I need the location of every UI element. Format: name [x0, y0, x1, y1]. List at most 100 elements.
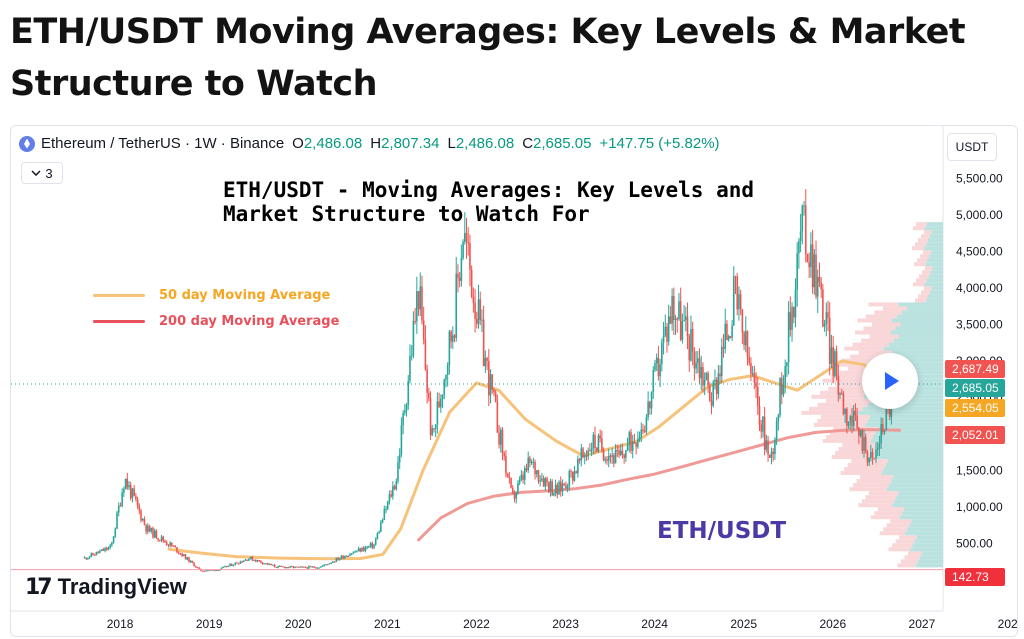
- volume-profile-bar-up: [926, 242, 943, 247]
- candle-body: [227, 565, 230, 567]
- candle-body: [321, 565, 324, 567]
- candle-body: [357, 548, 360, 552]
- candle-body: [744, 331, 747, 346]
- candle-body: [390, 494, 392, 497]
- volume-profile-bar-up: [928, 274, 943, 279]
- volume-profile-bar-down: [870, 515, 900, 520]
- candle-body: [479, 299, 482, 320]
- volume-profile-bar-down: [844, 467, 884, 472]
- candle-body: [513, 492, 516, 499]
- candle-body: [309, 566, 312, 568]
- volume-profile-bar-down: [916, 222, 927, 227]
- candle-body: [104, 548, 106, 551]
- candle-body: [811, 244, 814, 288]
- candle-body: [87, 557, 89, 560]
- candle-body: [828, 317, 831, 364]
- candle-body: [242, 560, 245, 563]
- candle-body: [159, 539, 161, 541]
- overlay-title-line-1: ETH/USDT - Moving Averages: Key Levels a…: [223, 178, 755, 202]
- currency-selector[interactable]: USDT: [947, 133, 997, 161]
- candle-body: [870, 452, 872, 458]
- candle-body: [736, 276, 739, 310]
- chevron-down-icon: [31, 170, 41, 176]
- volume-profile-bar-down: [861, 499, 895, 504]
- candle-body: [261, 562, 264, 564]
- candle-body: [640, 429, 643, 438]
- candle-body: [645, 416, 648, 432]
- candle-body: [410, 355, 413, 357]
- candle-body: [782, 384, 785, 395]
- volume-profile-bar-up: [928, 294, 943, 299]
- candle-body: [364, 547, 367, 551]
- volume-profile-bar-up: [931, 286, 943, 291]
- candle-body: [419, 286, 422, 310]
- indicators-toggle-button[interactable]: 3: [21, 162, 63, 184]
- candle-body: [275, 566, 278, 568]
- volume-profile-bar-up: [898, 302, 943, 307]
- candle-body: [412, 321, 415, 356]
- candle-body: [244, 559, 247, 561]
- candle-body: [296, 566, 298, 568]
- time-tick-label: 2027: [909, 617, 936, 631]
- close-value: 2,685.05: [533, 135, 592, 152]
- candle-body: [345, 556, 348, 558]
- volume-profile-bar-down: [856, 479, 892, 484]
- candle-body: [487, 360, 490, 396]
- time-tick-label: 2028: [998, 617, 1017, 631]
- candle-body: [374, 539, 377, 545]
- candle-body: [198, 567, 201, 569]
- candle-body: [633, 441, 636, 444]
- candle-body: [278, 565, 281, 567]
- high-label: H: [370, 135, 382, 152]
- candle-body: [215, 570, 218, 572]
- volume-profile-bar-up: [916, 535, 943, 540]
- volume-profile-bar-down: [921, 290, 930, 295]
- candle-body: [362, 547, 365, 551]
- volume-profile-bar-down: [901, 559, 918, 564]
- candle-body: [196, 567, 199, 569]
- volume-profile-bar-down: [822, 378, 871, 383]
- play-button[interactable]: [862, 353, 918, 409]
- candle-body: [251, 556, 254, 561]
- time-tick-label: 2021: [374, 617, 401, 631]
- candle-body: [414, 321, 416, 323]
- symbol-header[interactable]: Ethereum / TetherUS · 1W · Binance O 2,48…: [19, 135, 720, 152]
- candle-body: [136, 498, 139, 506]
- candle-body: [229, 563, 231, 566]
- volume-profile-bar-down: [877, 507, 904, 512]
- volume-profile-bar-up: [910, 547, 943, 552]
- candle-body: [683, 319, 685, 322]
- candle-body: [756, 387, 759, 406]
- candle-body: [522, 474, 524, 480]
- volume-profile-bar-up: [906, 306, 943, 311]
- volume-profile-bar-down: [908, 551, 923, 556]
- candle-body: [112, 536, 115, 543]
- candle-body: [575, 471, 577, 474]
- tradingview-logo[interactable]: 17 TradingView: [25, 574, 187, 600]
- volume-profile-bar-up: [907, 527, 943, 532]
- volume-profile-bar-up: [872, 434, 943, 439]
- candle-body: [333, 561, 336, 563]
- candle-body: [585, 455, 588, 457]
- volume-profile-bar-down: [883, 527, 908, 532]
- candle-body: [314, 567, 317, 569]
- candle-body: [503, 453, 506, 457]
- volume-profile-bar-up: [893, 338, 943, 343]
- candle-body: [712, 382, 715, 406]
- candle-body: [188, 557, 190, 562]
- volume-profile-bar-up: [877, 426, 943, 431]
- candle-body: [858, 427, 860, 436]
- candle-body: [515, 492, 518, 499]
- candle-body: [217, 570, 219, 572]
- symbol-name[interactable]: Ethereum / TetherUS · 1W · Binance: [41, 135, 285, 152]
- candle-body: [774, 439, 776, 454]
- candle-body: [249, 556, 252, 559]
- candle-body: [368, 546, 370, 548]
- candle-body: [688, 336, 691, 361]
- chart-widget[interactable]: 500.001,000.001,500.002,000.002,500.003,…: [10, 125, 1018, 637]
- candle-body: [135, 495, 137, 499]
- candle-body: [453, 335, 456, 338]
- volume-profile-bar-down: [920, 254, 930, 259]
- candle-body: [844, 408, 846, 415]
- candle-body: [481, 319, 483, 321]
